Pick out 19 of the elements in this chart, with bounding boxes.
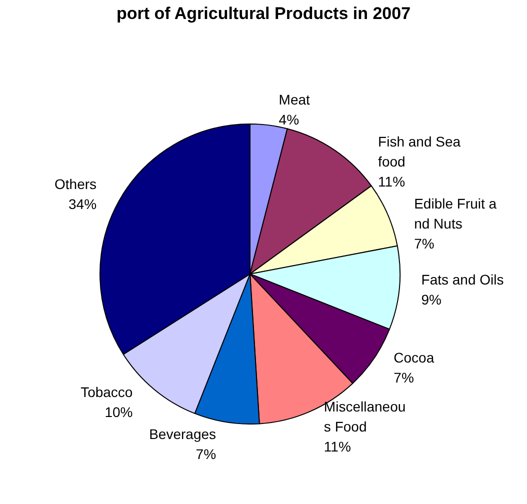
- slice-label: Fats and Oils: [421, 272, 504, 288]
- data-label: 11%: [324, 438, 351, 454]
- data-label: 7%: [196, 446, 216, 462]
- data-label: 7%: [414, 235, 434, 252]
- slice-label: Meat: [278, 91, 310, 108]
- data-label: 11%: [378, 173, 406, 190]
- data-label: 10%: [104, 404, 133, 420]
- data-label: 7%: [394, 369, 414, 386]
- data-label: 9%: [421, 292, 442, 308]
- data-label: 4%: [278, 111, 300, 128]
- chart-title: port of Agricultural Products in 2007: [116, 4, 411, 23]
- slice-label: Cocoa: [394, 349, 434, 366]
- slice-label: Fish and Seafood: [378, 133, 461, 170]
- slice-label: Beverages: [149, 426, 216, 442]
- data-label: 34%: [68, 196, 97, 212]
- slice-label: Miscellaneous Food: [324, 398, 406, 434]
- slice-label: Edible Fruit and Nuts: [414, 195, 497, 232]
- slice-label: Tobacco: [80, 384, 133, 400]
- slice-label: Others: [54, 176, 97, 192]
